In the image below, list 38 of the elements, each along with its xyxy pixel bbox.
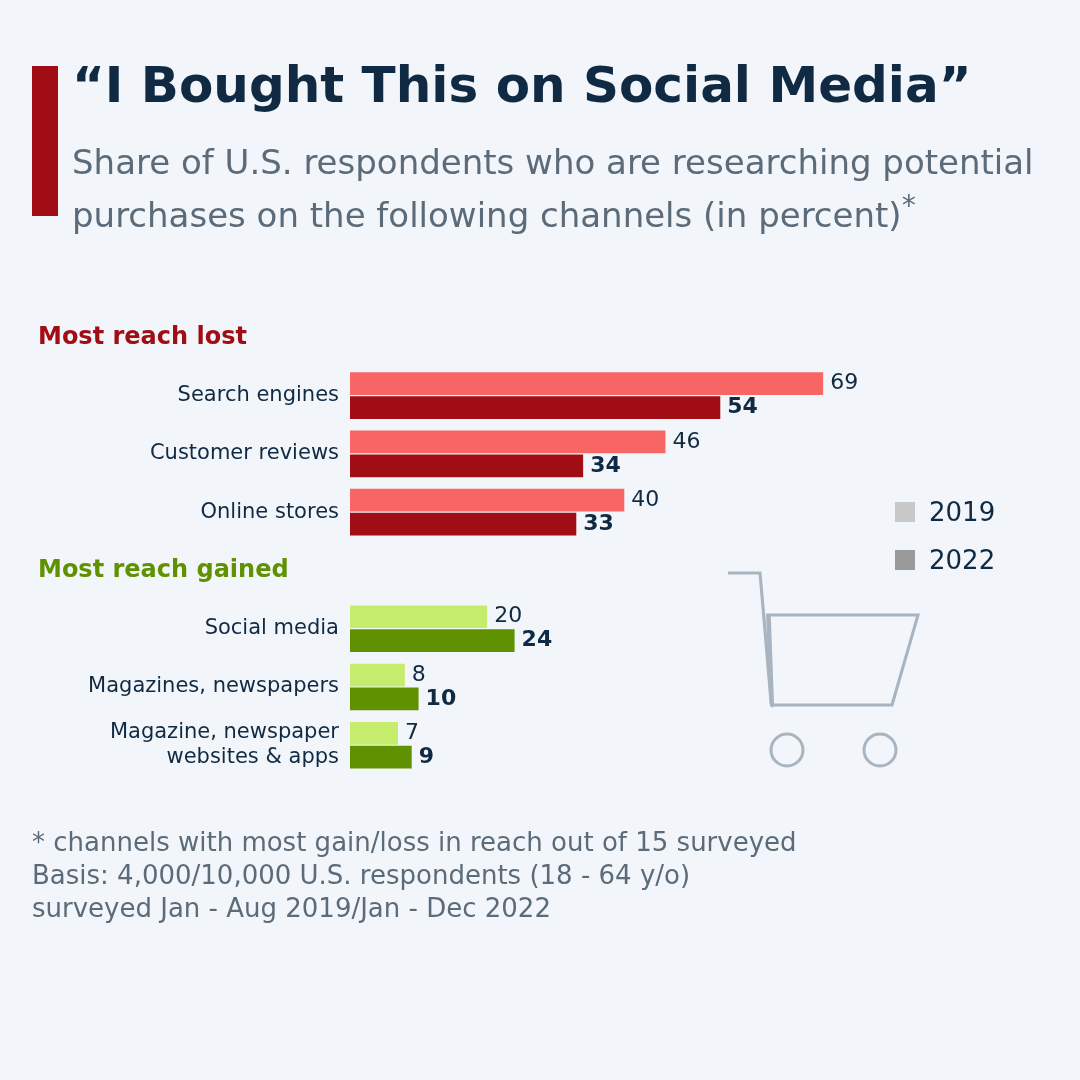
y-tick-label: Search engines — [177, 382, 339, 407]
bar — [350, 687, 419, 711]
bar — [350, 721, 398, 745]
data-label: 54 — [727, 393, 758, 419]
bar — [350, 605, 488, 629]
bar — [350, 512, 577, 536]
bar — [350, 372, 824, 396]
text: * channels with most gain/loss in reach out of 15 surveyed — [32, 827, 797, 857]
y-tick-label: Magazine, newspaper websites & apps — [109, 719, 340, 769]
data-label: 40 — [631, 485, 660, 511]
bar — [350, 430, 666, 454]
bar — [350, 396, 721, 419]
text: Basis: 4,000/10,000 U.S. respondents (18 - 64 y/o) surveyed Jan - Aug 2019/Jan - Dec 2022 — [32, 860, 691, 923]
data-label: 20 — [494, 602, 523, 628]
data-label: 10 — [425, 684, 457, 710]
data-label: 69 — [830, 369, 859, 395]
data-label: 8 — [411, 660, 426, 686]
data-label: 33 — [583, 509, 614, 535]
y-tick-label: Magazines, newspapers — [88, 673, 339, 698]
text: 2019 — [929, 497, 996, 527]
bar — [350, 488, 625, 512]
data-label: 46 — [672, 427, 701, 453]
chart-subtitle: Share of U.S. respondents who are researching potential purchases on the following channels (in percent)$^{*}$ — [72, 141, 1035, 238]
data-label: 7 — [405, 719, 419, 745]
bar — [350, 663, 405, 687]
bar — [350, 629, 515, 653]
bar — [350, 454, 584, 478]
chart-title: “I Bought This on Social Media” — [72, 56, 972, 114]
y-tick-label: Social media — [204, 615, 339, 640]
y-tick-label: Online stores — [200, 498, 339, 523]
data-label: 9 — [418, 742, 435, 768]
text: Most reach gained — [38, 554, 289, 583]
text: 2022 — [929, 545, 996, 575]
bar — [350, 745, 412, 769]
data-label: 34 — [590, 451, 621, 477]
data-label: 24 — [521, 626, 553, 652]
text: Most reach lost — [38, 321, 247, 350]
y-tick-label: Customer reviews — [149, 440, 339, 465]
